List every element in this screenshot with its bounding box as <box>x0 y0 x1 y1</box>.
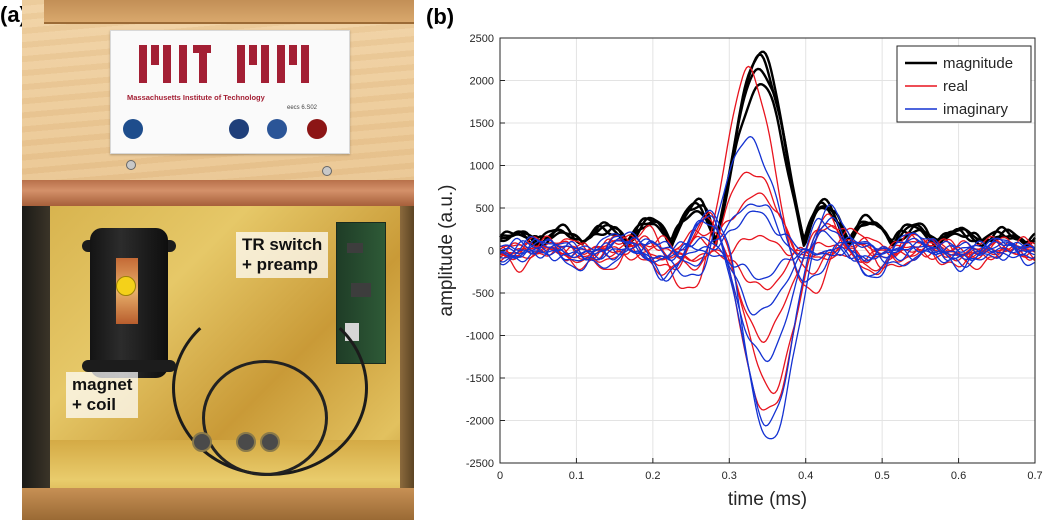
y-tick-label: 500 <box>476 203 494 215</box>
x-tick-label: 0.3 <box>722 470 737 482</box>
ticks: 0 0.1 0.2 0.3 0.4 0.5 0.6 0.7 -2500 -2000 -1500 -10… <box>466 33 1043 482</box>
magnet-ring <box>82 360 176 372</box>
x-axis-label: time (ms) <box>728 489 807 510</box>
x-tick-label: 0.1 <box>569 470 584 482</box>
echo-chart: 0 0.1 0.2 0.3 0.4 0.5 0.6 0.7 -2500 -2000 -1500 -10… <box>436 33 1043 510</box>
right-frame <box>400 206 414 520</box>
bnc-port <box>260 432 280 452</box>
y-tick-label: 2500 <box>470 33 494 45</box>
y-tick-label: 0 <box>488 246 494 258</box>
seal-icon <box>229 119 249 139</box>
magnitude-line <box>499 82 1036 249</box>
freiburg-logo-icon <box>267 119 287 139</box>
course-text: eecs 6.S02 <box>287 105 318 111</box>
y-axis-label: amplitude (a.u.) <box>436 184 457 316</box>
real-line <box>499 211 1036 411</box>
tr-switch-text: TR switch <box>242 235 323 254</box>
hardware-photo: Massachusetts Institute of Technology ee… <box>22 0 414 520</box>
legend-label: real <box>943 78 968 95</box>
y-tick-label: -500 <box>472 288 494 300</box>
y-tick-label: 1500 <box>470 118 494 130</box>
stanford-seal-icon <box>307 119 327 139</box>
panel-label-b: (b) <box>426 4 455 29</box>
plot-lines <box>499 50 1036 440</box>
imaginary-line <box>499 214 1036 427</box>
real-line <box>499 235 1036 291</box>
preamp-text: + preamp <box>242 255 319 274</box>
mit-sign: Massachusetts Institute of Technology ee… <box>110 30 350 154</box>
real-line <box>499 171 1036 275</box>
x-tick-label: 0.6 <box>951 470 966 482</box>
legend-label: magnitude <box>943 55 1013 72</box>
bnc-port <box>192 432 212 452</box>
imaginary-line <box>499 203 1036 440</box>
wood-shelf <box>44 0 414 24</box>
x-tick-label: 0 <box>497 470 503 482</box>
copper-strip <box>22 180 414 206</box>
tuning-knob <box>116 276 136 296</box>
bnc-port <box>236 432 256 452</box>
y-tick-label: -2000 <box>466 416 494 428</box>
wood-base <box>22 488 414 520</box>
imaginary-line <box>499 210 1036 258</box>
screw-icon <box>126 160 136 170</box>
legend: magnitude real imaginary <box>896 45 1032 123</box>
mit-name-text: Massachusetts Institute of Technology <box>127 93 265 102</box>
harvard-shield-icon <box>123 119 143 139</box>
x-tick-label: 0.2 <box>645 470 660 482</box>
x-tick-label: 0.7 <box>1027 470 1042 482</box>
legend-label: imaginary <box>943 101 1009 118</box>
cable <box>202 360 328 476</box>
tr-switch-label: TR switch + preamp <box>236 232 329 278</box>
x-tick-label: 0.4 <box>798 470 813 482</box>
y-tick-label: -1500 <box>466 373 494 385</box>
screw-icon <box>322 166 332 176</box>
mit-logo <box>139 45 319 89</box>
y-tick-label: 1000 <box>470 161 494 173</box>
left-frame <box>22 206 50 520</box>
imaginary-line <box>499 243 1036 281</box>
y-tick-label: 2000 <box>470 76 494 88</box>
x-tick-label: 0.5 <box>874 470 889 482</box>
y-tick-label: -1000 <box>466 331 494 343</box>
y-tick-label: -2500 <box>466 458 494 470</box>
coil-text: + coil <box>72 395 116 414</box>
magnet-text: magnet <box>72 375 133 394</box>
magnet-coil-label: magnet + coil <box>66 372 139 418</box>
